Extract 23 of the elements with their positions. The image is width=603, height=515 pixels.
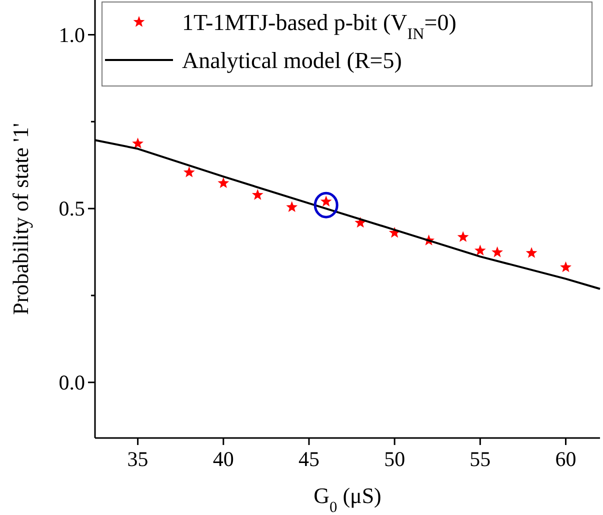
- x-tick-label: 40: [212, 447, 234, 471]
- x-tick-label: 45: [298, 447, 320, 471]
- point: [252, 189, 264, 200]
- point: [526, 247, 538, 258]
- x-axis-title: G$_{0}$ (μS): [314, 483, 382, 515]
- point: [218, 177, 230, 188]
- y-tick-label: 0.5: [58, 196, 85, 221]
- point: [183, 166, 195, 178]
- x-tick-label: 35: [127, 447, 148, 471]
- y-tick-label: 0.0: [58, 370, 85, 394]
- x-tick-label: 60: [555, 447, 576, 471]
- y-axis-title: Probability of state '1': [8, 123, 33, 315]
- point: [132, 138, 144, 148]
- x-tick-label: 50: [384, 447, 406, 471]
- point: [560, 261, 572, 272]
- legend-label: 1T-1MTJ-based p-bit (V$_{IN}$=0): [182, 10, 456, 42]
- y-tick-label: 1.0: [58, 22, 85, 47]
- point: [474, 244, 486, 256]
- point: [457, 231, 469, 242]
- point: [286, 201, 298, 212]
- x-tick-label: 55: [470, 447, 491, 471]
- legend-label: Analytical model (R=5): [182, 48, 402, 73]
- point: [492, 246, 503, 258]
